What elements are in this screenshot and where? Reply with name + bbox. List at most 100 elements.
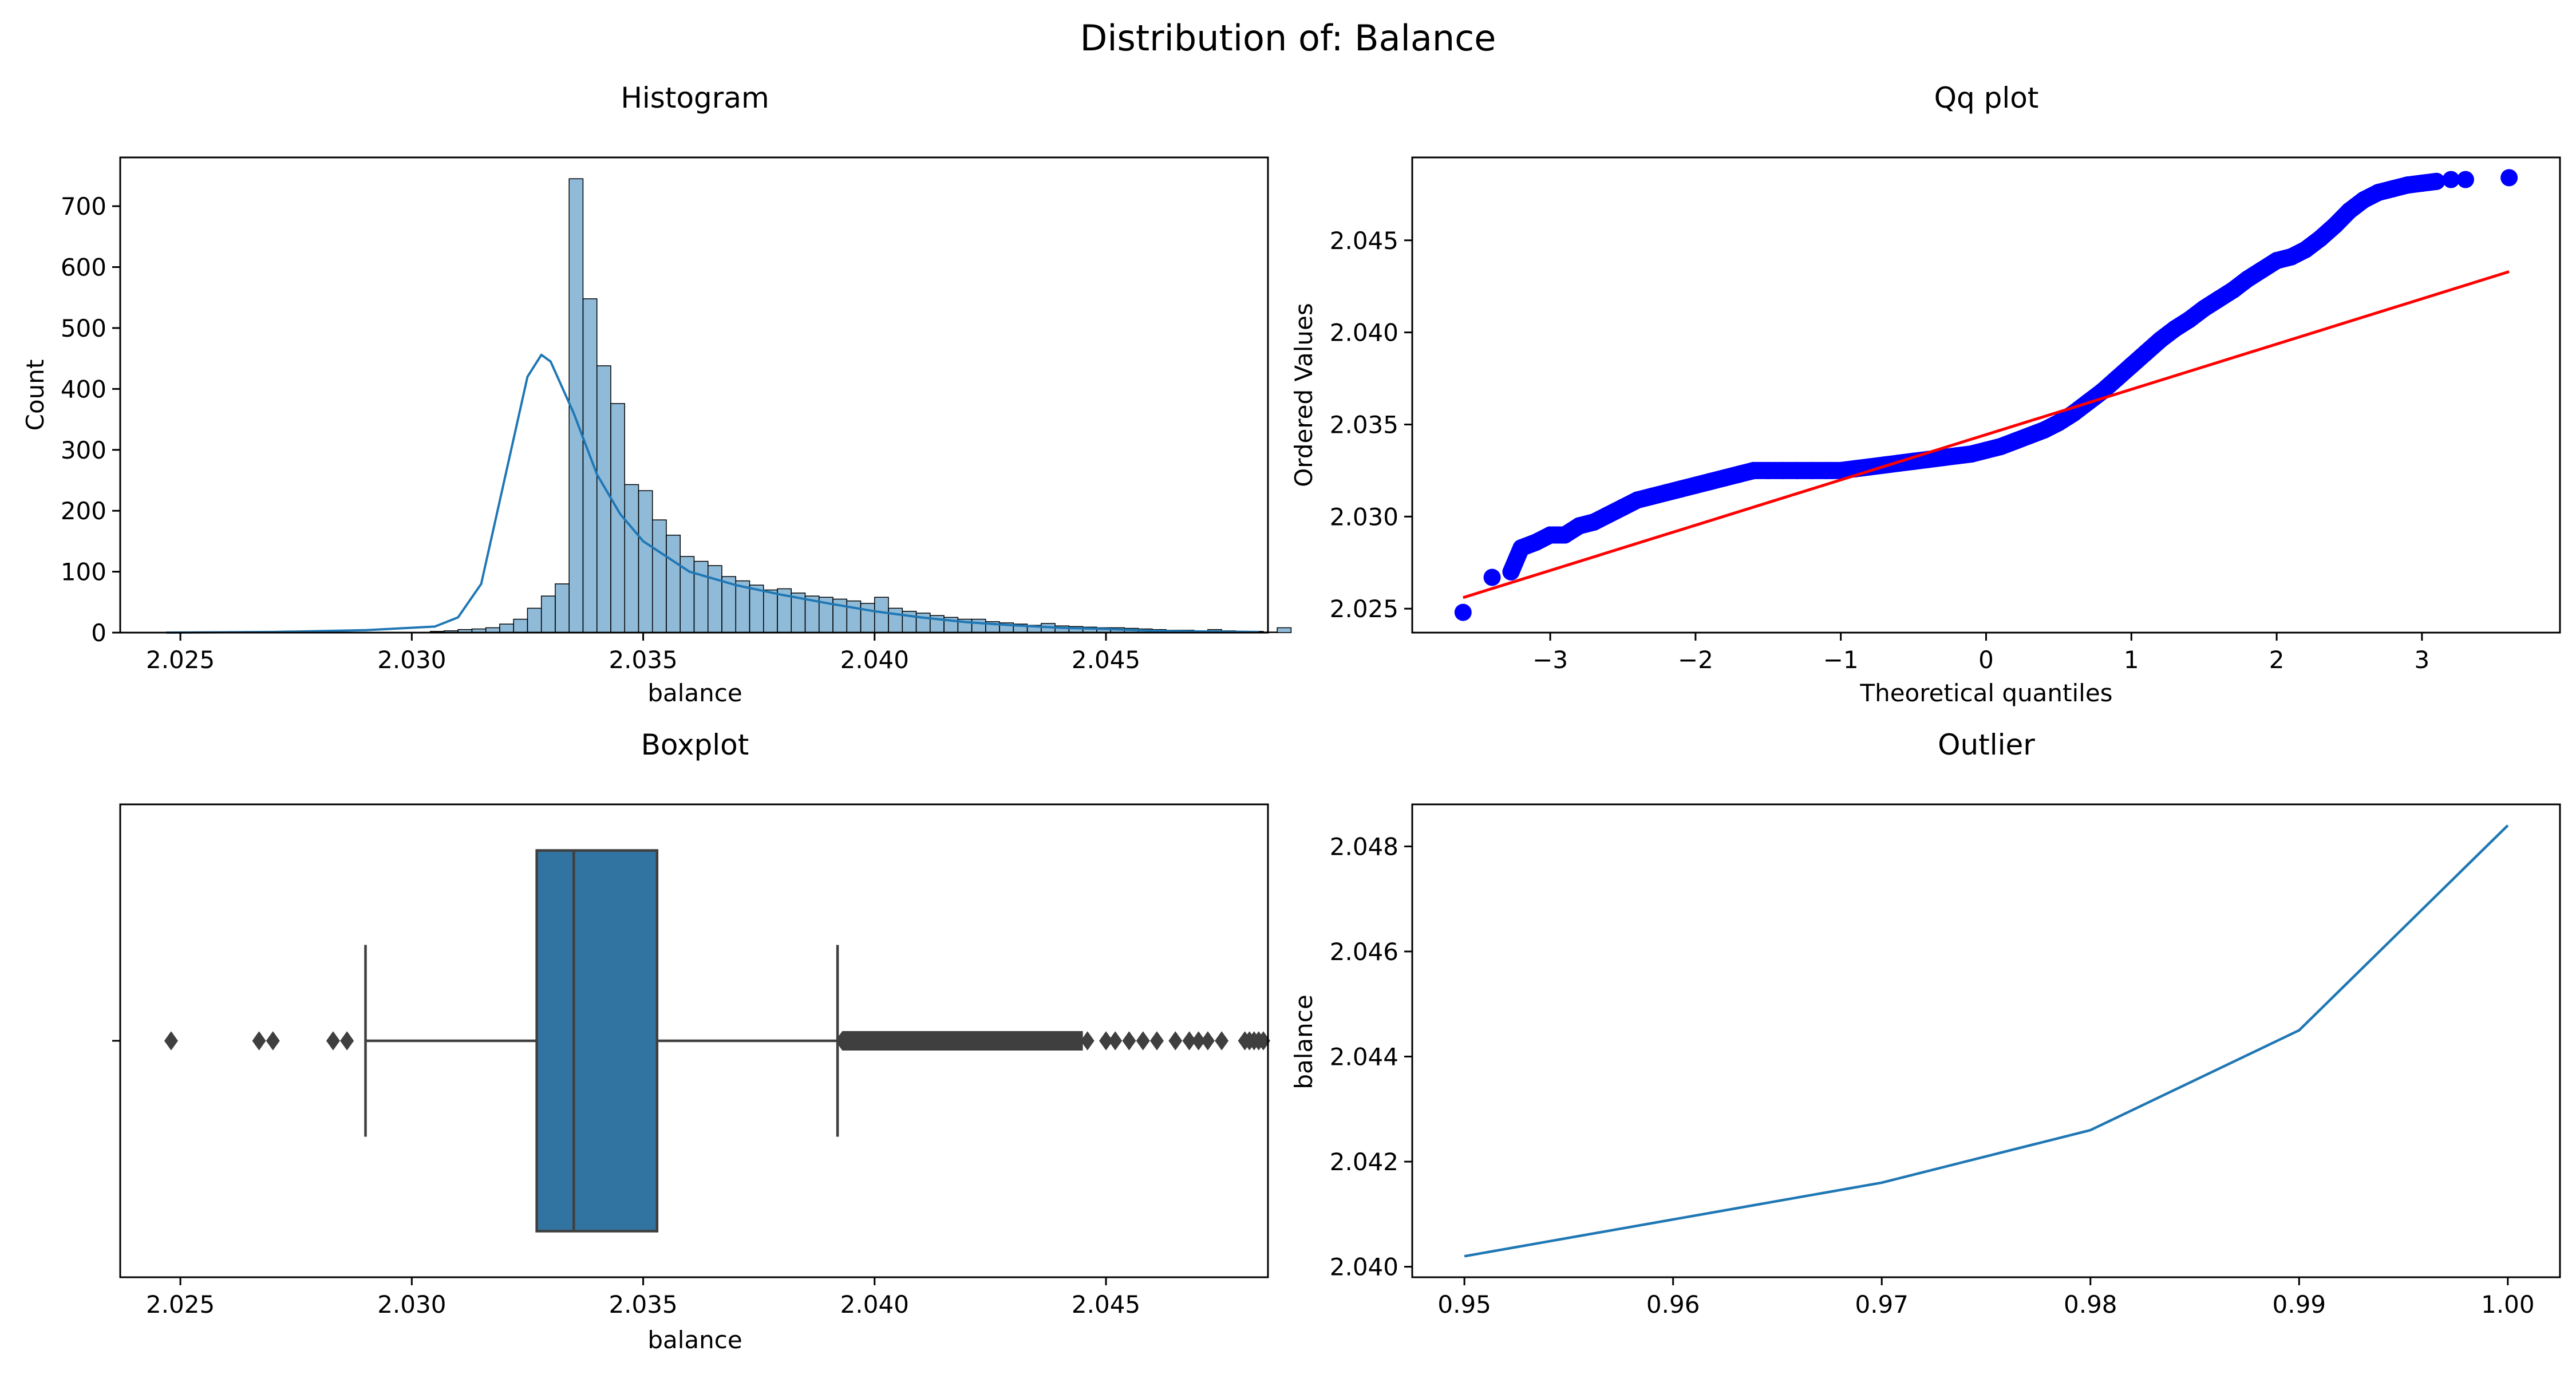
outlier-marker [1182,1031,1196,1051]
histogram-panel: Histogram 2.025 2.030 2.035 2.040 2.045 0 100… [21,81,1292,707]
outlier-marker [1191,1031,1206,1051]
outlier-marker [1136,1031,1150,1051]
y-tick-label: 700 [61,192,106,220]
outlier-marker [1108,1031,1123,1051]
x-tick-label: 2.030 [377,646,446,674]
x-tick-label: 2.030 [377,1290,446,1318]
y-tick-label: 200 [61,497,106,525]
y-tick-label: 2.040 [1330,1253,1398,1281]
histogram-x-axis: 2.025 2.030 2.035 2.040 2.045 [146,633,1140,674]
histogram-bar [596,365,611,633]
histogram-bar [874,597,889,633]
outlier-marker [326,1031,340,1051]
outlier-marker [1099,1031,1113,1051]
x-tick-label: 2.035 [609,646,677,674]
qq-point [2428,172,2445,190]
histogram-bar [638,490,653,633]
kde-line [166,353,1259,634]
figure-suptitle: Distribution of: Balance [1080,17,1496,59]
y-tick-label: 2.048 [1330,832,1398,860]
x-tick-label: 3 [2415,646,2430,674]
histogram-bar [749,585,764,633]
histogram-bar [1277,627,1292,633]
outlier-marker [252,1031,266,1051]
x-tick-label: −2 [1678,646,1713,674]
iqr-box [535,849,659,1233]
y-tick-label: 500 [61,314,106,342]
outlier-marker [1080,1031,1095,1051]
x-tick-label: 2.040 [840,646,909,674]
qq-point [2442,171,2460,188]
y-tick-label: 0 [91,619,106,647]
histogram-y-axis: 0 100 200 300 400 500 600 700 [61,192,120,647]
outlier-marker [1200,1031,1215,1051]
y-tick-label: 2.035 [1330,410,1398,439]
outlier-marker [266,1031,280,1051]
outlier-y-axis: 2.040 2.042 2.044 2.046 2.048 [1330,832,1412,1281]
histogram-bar [624,484,639,633]
outlier-marker [164,1031,178,1051]
qq-plot-xlabel: Theoretical quantiles [1859,679,2112,707]
x-tick-label: 0.99 [2273,1290,2326,1318]
boxplot-xlabel: balance [647,1326,742,1354]
histogram-marks [166,178,1292,634]
histogram-bar [499,623,514,633]
outlier-ylabel: balance [1290,994,1318,1089]
histogram-bar [555,583,570,633]
x-tick-label: 0 [1978,646,1994,674]
x-tick-label: −3 [1532,646,1568,674]
histogram-bar [860,603,875,633]
x-tick-label: −1 [1823,646,1859,674]
x-tick-label: 2.035 [609,1290,677,1318]
y-tick-label: 2.042 [1330,1148,1398,1176]
x-tick-label: 1.00 [2481,1290,2535,1318]
y-tick-label: 2.030 [1330,503,1398,531]
qq-point [1454,603,1472,621]
histogram-title: Histogram [621,81,769,114]
x-tick-label: 0.97 [1855,1290,1909,1318]
outlier-marker [1149,1031,1164,1051]
histogram-xlabel: balance [647,679,742,707]
x-tick-label: 2.040 [840,1290,909,1318]
histogram-bar [846,600,862,633]
y-tick-label: 100 [61,558,106,586]
histogram-ylabel: Count [21,360,49,431]
qq-plot-x-axis: −3 −2 −1 0 1 2 3 [1532,633,2429,674]
qq-fit-line [1463,270,2510,599]
x-tick-label: 2.025 [146,1290,215,1318]
outlier-frame [1411,803,2561,1278]
qq-plot-marks [1454,169,2518,621]
qq-plot-ylabel: Ordered Values [1290,303,1318,487]
outlier-x-axis: 0.95 0.96 0.97 0.98 0.99 1.00 [1437,1277,2535,1318]
histogram-bar [666,534,681,633]
boxplot-frame [119,803,1269,1278]
outlier-marker [1168,1031,1183,1051]
outlier-marks [1464,824,2509,1258]
y-tick-label: 600 [61,254,106,282]
histogram-bar [540,595,556,633]
boxplot-marks [112,849,1270,1233]
outlier-line [1464,824,2509,1258]
qq-plot-panel: Qq plot −3 −2 −1 0 1 2 3 2.0252.0302.0352.0402… [1290,81,2561,707]
histogram-bar [721,576,737,633]
histogram-bar [971,618,986,633]
x-tick-label: 2 [2269,646,2285,674]
boxplot-title: Boxplot [641,728,749,761]
histogram-bar [693,560,709,633]
outlier-marker [1256,1031,1270,1051]
y-tick-label: 2.044 [1330,1043,1398,1071]
y-tick-label: 2.045 [1330,227,1398,255]
qq-point [2457,171,2475,188]
y-tick-label: 2.040 [1330,319,1398,347]
histogram-bar [804,595,820,633]
y-tick-label: 300 [61,436,106,464]
y-tick-label: 400 [61,375,106,403]
outlier-marker [340,1031,354,1051]
histogram-frame [119,156,1269,634]
histogram-bar [527,607,542,633]
qq-plot-y-axis: 2.025 2.030 2.035 2.040 2.045 [1330,227,1412,623]
qq-plot-title: Qq plot [1934,81,2039,114]
boxplot-panel: Boxplot 2.025 2.030 2.035 2.040 2.045 balanc… [112,728,1270,1354]
x-tick-label: 0.98 [2064,1290,2117,1318]
